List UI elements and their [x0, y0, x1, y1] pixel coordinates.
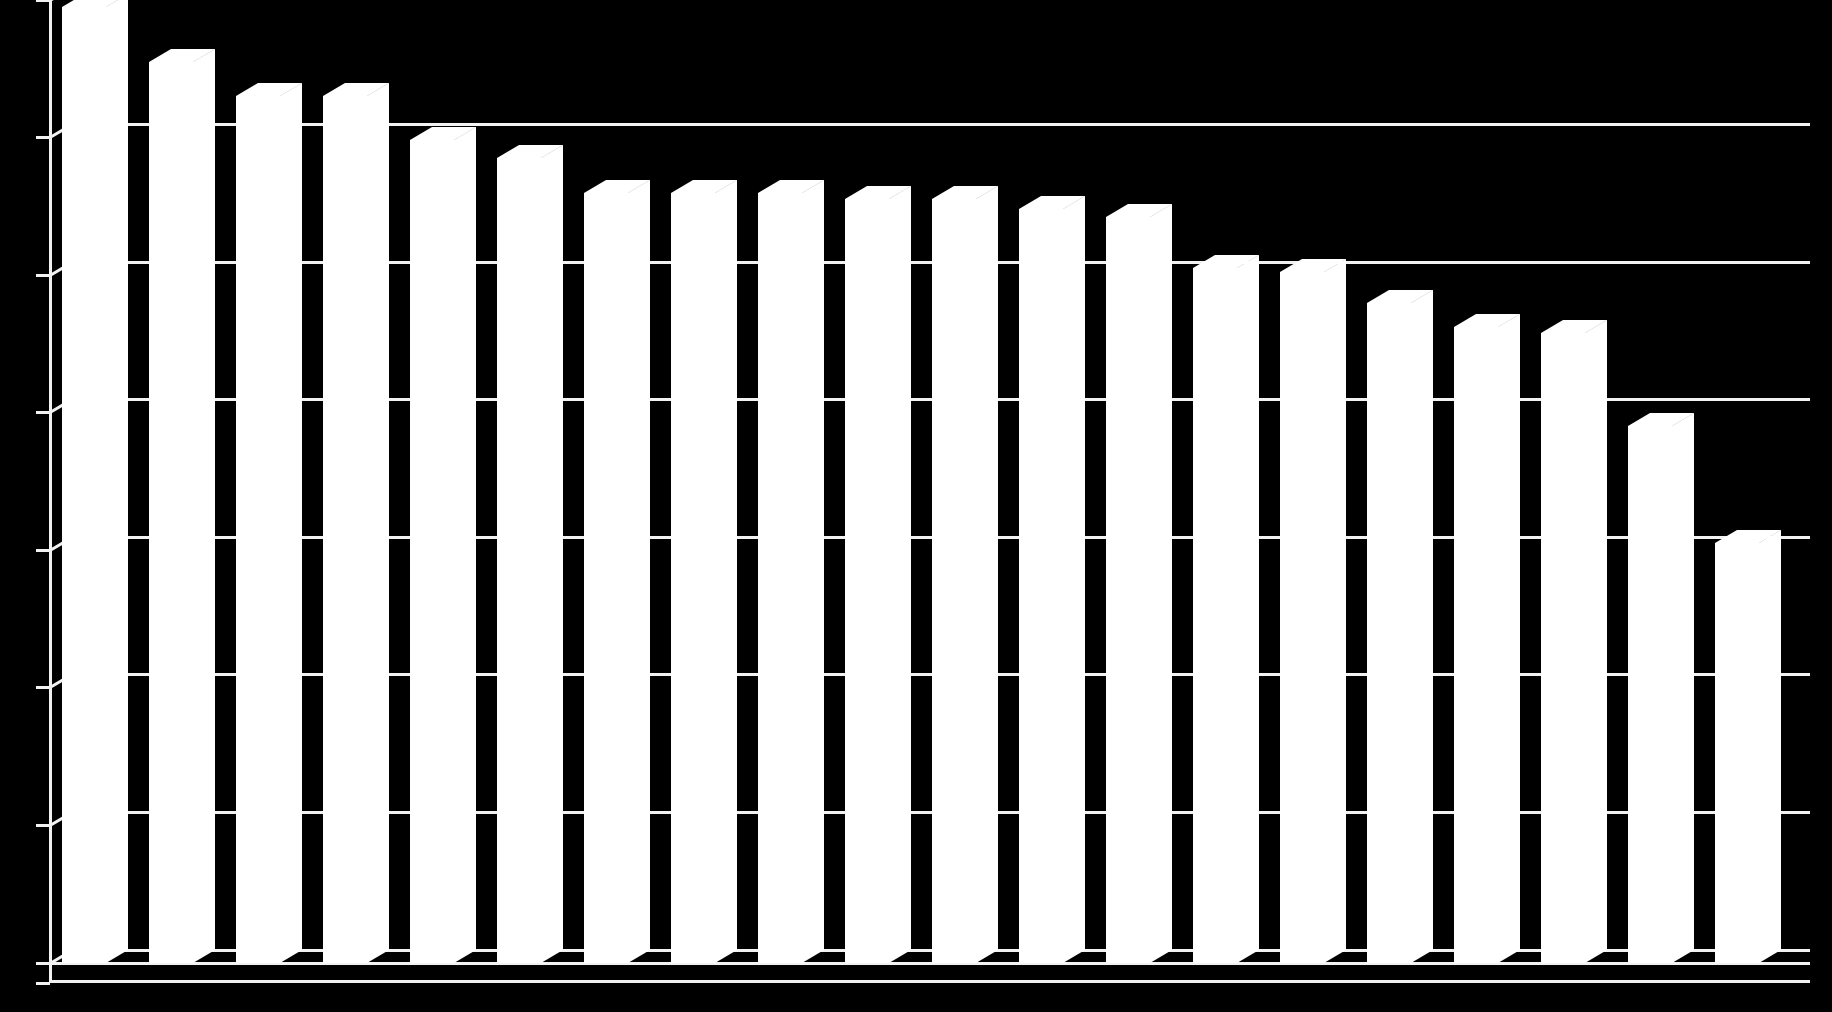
- bar: [410, 140, 454, 963]
- bar-side: [106, 0, 128, 963]
- bar-front: [758, 193, 802, 963]
- bar-side: [541, 145, 563, 963]
- bar-front: [497, 158, 541, 963]
- bar-front: [1367, 303, 1411, 963]
- bar-front: [932, 199, 976, 963]
- bar-front: [410, 140, 454, 963]
- bar-front: [584, 193, 628, 963]
- bar-front: [1715, 543, 1759, 963]
- bar: [1715, 543, 1759, 963]
- bar-front: [149, 62, 193, 963]
- bar-front: [1628, 426, 1672, 963]
- bar-side: [1498, 314, 1520, 963]
- floor-front-bottom: [50, 980, 1810, 983]
- bar: [1019, 209, 1063, 963]
- plot-area: [50, 0, 1810, 983]
- gridline-diagonal: [49, 0, 73, 1]
- bar-side: [1759, 530, 1781, 963]
- bar: [932, 199, 976, 963]
- bar: [149, 62, 193, 963]
- bar-front: [1193, 268, 1237, 963]
- bar-side: [1063, 196, 1085, 963]
- bar-front: [1019, 209, 1063, 963]
- bar-front: [62, 7, 106, 963]
- bar: [1280, 272, 1324, 963]
- bar: [1367, 303, 1411, 963]
- bar-side: [454, 127, 476, 963]
- bar: [671, 193, 715, 963]
- bar-side: [889, 186, 911, 963]
- bar: [236, 96, 280, 963]
- bar: [1541, 333, 1585, 963]
- bar: [1454, 327, 1498, 963]
- bar-front: [1280, 272, 1324, 963]
- bar-front: [1454, 327, 1498, 963]
- bar-side: [1411, 290, 1433, 963]
- bar: [497, 158, 541, 963]
- bar-front: [671, 193, 715, 963]
- bar-front: [1541, 333, 1585, 963]
- bar: [1628, 426, 1672, 963]
- bar-side: [1237, 255, 1259, 963]
- bar-side: [1672, 413, 1694, 963]
- bar: [323, 96, 367, 963]
- bar-side: [715, 180, 737, 963]
- bar-side: [280, 83, 302, 963]
- bar-side: [1150, 204, 1172, 963]
- bar: [758, 193, 802, 963]
- bar-front: [323, 96, 367, 963]
- bar: [62, 7, 106, 963]
- bar-front: [845, 199, 889, 963]
- bar-front: [1106, 217, 1150, 963]
- bar-chart: [0, 0, 1832, 1012]
- bar-side: [1324, 259, 1346, 963]
- bar-side: [628, 180, 650, 963]
- bar: [845, 199, 889, 963]
- bar-front: [236, 96, 280, 963]
- bar-side: [976, 186, 998, 963]
- y-axis-line: [49, 0, 52, 983]
- bar: [1193, 268, 1237, 963]
- bar-side: [367, 83, 389, 963]
- bar: [584, 193, 628, 963]
- bar-side: [193, 49, 215, 963]
- bar-side: [802, 180, 824, 963]
- bar: [1106, 217, 1150, 963]
- bar-side: [1585, 320, 1607, 963]
